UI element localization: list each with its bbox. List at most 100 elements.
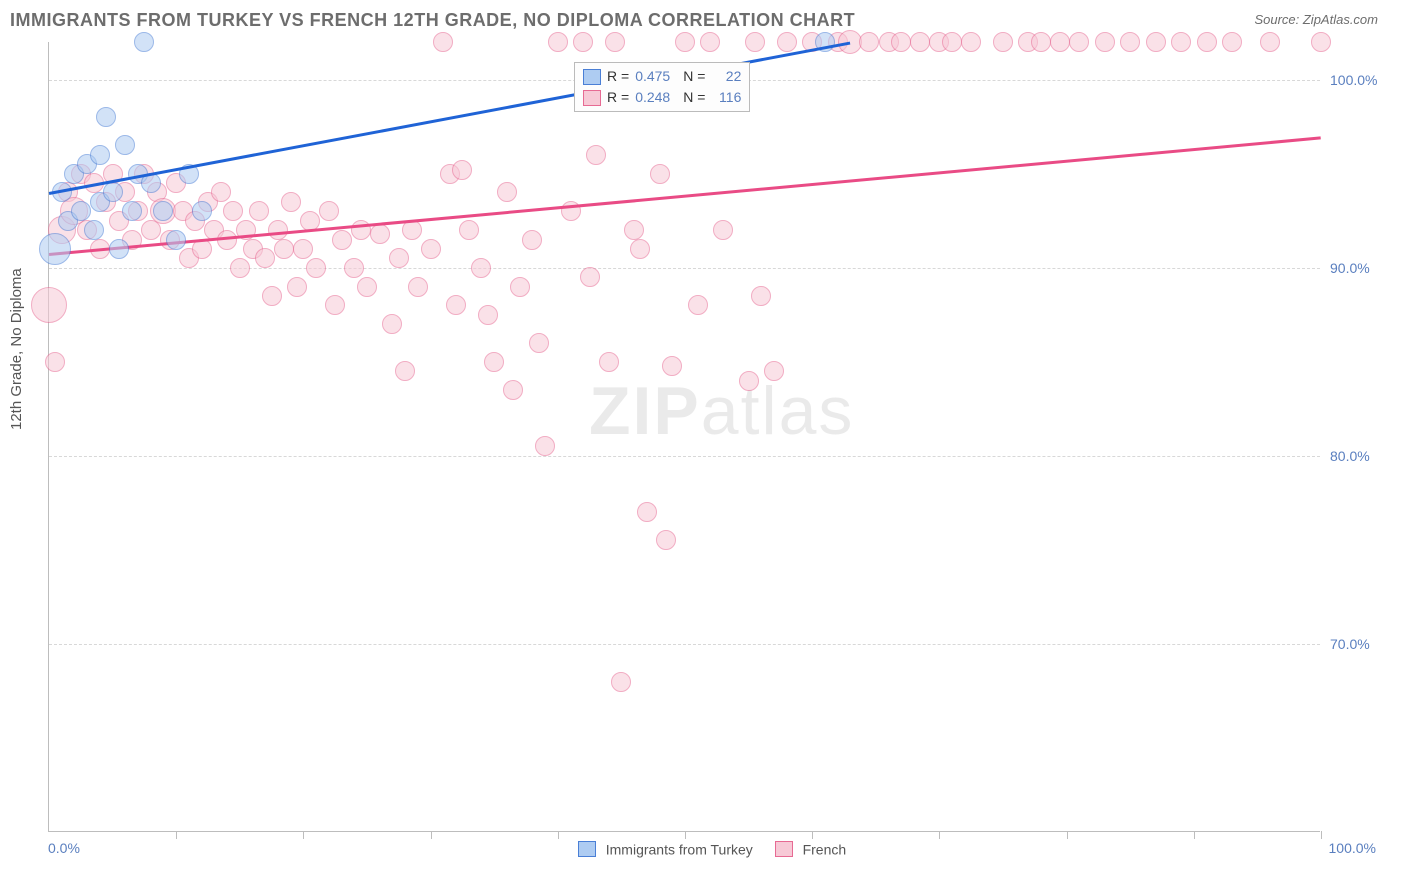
legend-label-french: French xyxy=(803,841,847,857)
data-point-turkey xyxy=(71,201,91,221)
data-point-turkey xyxy=(134,32,154,52)
stats-r-label: R = xyxy=(607,87,629,108)
data-point-french xyxy=(662,356,682,376)
data-point-french xyxy=(325,295,345,315)
data-point-french xyxy=(993,32,1013,52)
data-point-turkey xyxy=(103,182,123,202)
y-axis-label: 12th Grade, No Diploma xyxy=(8,268,25,430)
data-point-french xyxy=(332,230,352,250)
stats-r-value: 0.248 xyxy=(635,87,677,108)
data-point-french xyxy=(382,314,402,334)
data-point-french xyxy=(402,220,422,240)
data-point-french xyxy=(230,258,250,278)
data-point-french xyxy=(262,286,282,306)
data-point-french xyxy=(535,436,555,456)
data-point-french xyxy=(497,182,517,202)
data-point-french xyxy=(1095,32,1115,52)
data-point-french xyxy=(910,32,930,52)
data-point-french xyxy=(624,220,644,240)
stats-box: R = 0.475N = 22R = 0.248N = 116 xyxy=(574,62,750,112)
gridline xyxy=(49,456,1320,457)
x-tick xyxy=(939,831,940,839)
data-point-french xyxy=(739,371,759,391)
data-point-french xyxy=(599,352,619,372)
legend: Immigrants from Turkey French xyxy=(0,840,1406,857)
data-point-french xyxy=(510,277,530,297)
data-point-french xyxy=(1197,32,1217,52)
data-point-french xyxy=(370,224,390,244)
data-point-french xyxy=(1222,32,1242,52)
data-point-french xyxy=(891,32,911,52)
data-point-french xyxy=(1050,32,1070,52)
data-point-french xyxy=(529,333,549,353)
data-point-french xyxy=(637,502,657,522)
stats-r-value: 0.475 xyxy=(635,66,677,87)
data-point-french xyxy=(306,258,326,278)
x-tick xyxy=(1194,831,1195,839)
data-point-french xyxy=(484,352,504,372)
data-point-french xyxy=(287,277,307,297)
data-point-turkey xyxy=(115,135,135,155)
chart-plot-area: ZIPatlas 70.0%80.0%90.0%100.0%R = 0.475N… xyxy=(48,42,1320,832)
data-point-french xyxy=(452,160,472,180)
data-point-french xyxy=(859,32,879,52)
source-label: Source: xyxy=(1254,12,1302,27)
data-point-french xyxy=(223,201,243,221)
data-point-french xyxy=(446,295,466,315)
data-point-french xyxy=(319,201,339,221)
data-point-french xyxy=(764,361,784,381)
data-point-french xyxy=(961,32,981,52)
data-point-french xyxy=(357,277,377,297)
data-point-french xyxy=(700,32,720,52)
data-point-french xyxy=(522,230,542,250)
x-tick xyxy=(558,831,559,839)
stats-n-value: 22 xyxy=(711,66,741,87)
data-point-french xyxy=(274,239,294,259)
data-point-turkey xyxy=(192,201,212,221)
x-tick xyxy=(431,831,432,839)
data-point-turkey xyxy=(109,239,129,259)
data-point-french xyxy=(1146,32,1166,52)
data-point-french xyxy=(1311,32,1331,52)
stats-swatch-french xyxy=(583,90,601,106)
data-point-french xyxy=(1120,32,1140,52)
y-tick-label: 100.0% xyxy=(1330,72,1390,88)
data-point-turkey xyxy=(39,233,71,265)
data-point-french xyxy=(1031,32,1051,52)
data-point-turkey xyxy=(90,145,110,165)
data-point-french xyxy=(249,201,269,221)
data-point-turkey xyxy=(153,201,173,221)
source-name: ZipAtlas.com xyxy=(1303,12,1378,27)
data-point-french xyxy=(344,258,364,278)
data-point-french xyxy=(31,287,67,323)
data-point-french xyxy=(745,32,765,52)
x-tick xyxy=(1321,831,1322,839)
x-tick xyxy=(303,831,304,839)
data-point-french xyxy=(395,361,415,381)
data-point-french xyxy=(777,32,797,52)
data-point-french xyxy=(751,286,771,306)
data-point-french xyxy=(255,248,275,268)
data-point-french xyxy=(1171,32,1191,52)
legend-swatch-french xyxy=(775,841,793,857)
data-point-french xyxy=(713,220,733,240)
data-point-french xyxy=(1260,32,1280,52)
data-point-french xyxy=(548,32,568,52)
source-attribution: Source: ZipAtlas.com xyxy=(1254,12,1378,27)
data-point-turkey xyxy=(166,230,186,250)
stats-n-value: 116 xyxy=(711,87,741,108)
data-point-french xyxy=(942,32,962,52)
data-point-french xyxy=(630,239,650,259)
watermark-atlas: atlas xyxy=(701,373,855,449)
data-point-french xyxy=(605,32,625,52)
x-tick xyxy=(1067,831,1068,839)
data-point-french xyxy=(389,248,409,268)
stats-row-french: R = 0.248N = 116 xyxy=(583,87,741,108)
data-point-french xyxy=(573,32,593,52)
data-point-french xyxy=(478,305,498,325)
stats-row-turkey: R = 0.475N = 22 xyxy=(583,66,741,87)
watermark: ZIPatlas xyxy=(589,372,854,450)
data-point-french xyxy=(656,530,676,550)
data-point-turkey xyxy=(96,107,116,127)
stats-swatch-turkey xyxy=(583,69,601,85)
